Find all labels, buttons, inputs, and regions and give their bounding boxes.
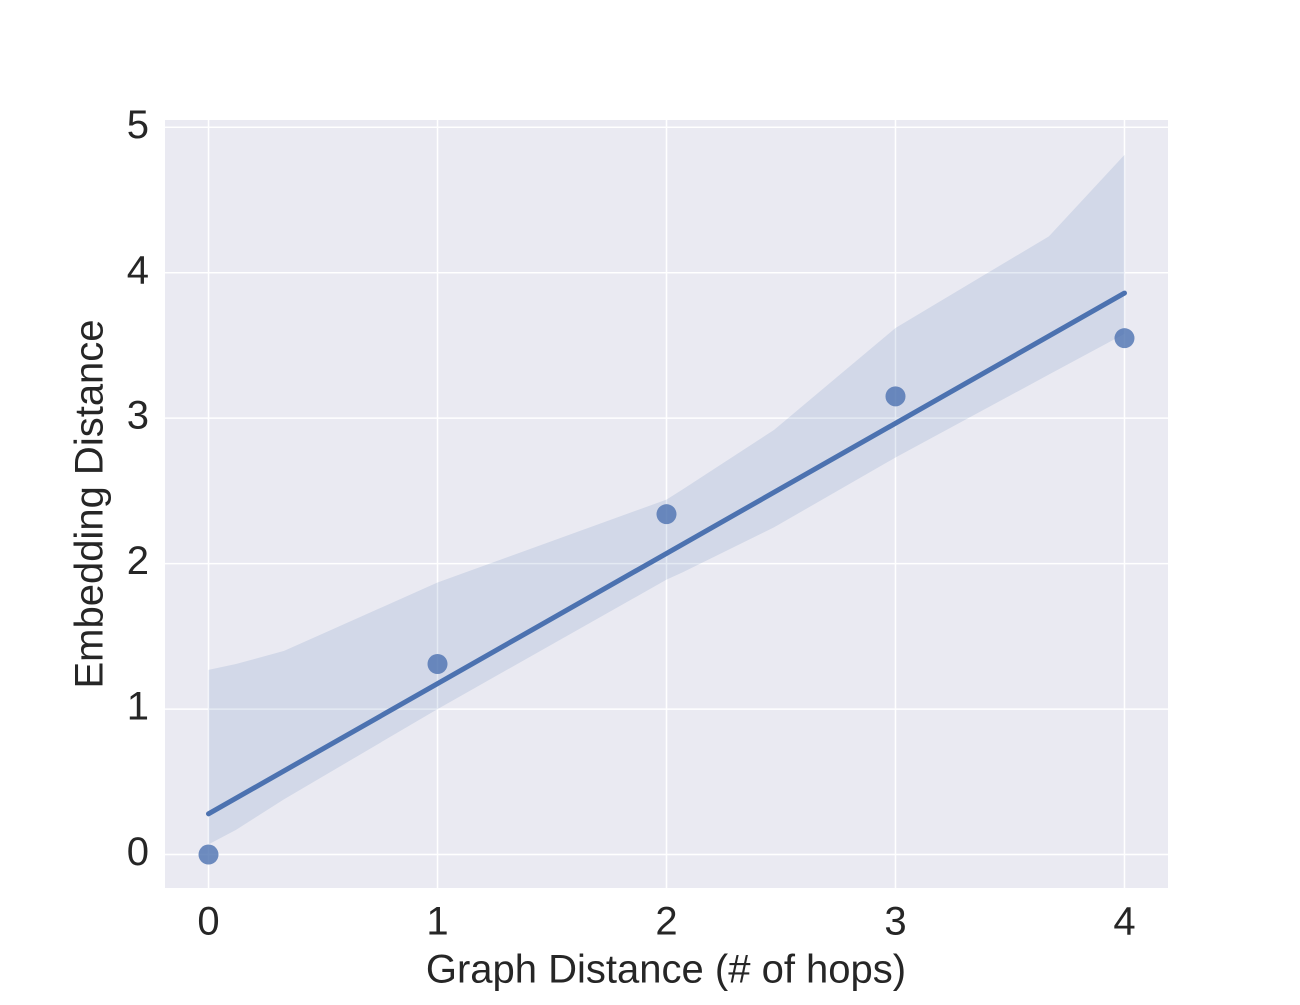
x-tick-label: 4 [1113,900,1135,944]
y-tick-label: 2 [127,539,149,583]
x-tick-label: 0 [197,900,219,944]
y-tick-label: 0 [127,830,149,874]
point [885,386,906,407]
y-tick-label: 4 [127,248,149,292]
x-tick-label: 1 [426,900,448,944]
y-tick-label: 1 [127,685,149,729]
y-tick-label: 3 [127,394,149,438]
x-axis-label: Graph Distance (# of hops) [426,948,906,992]
regression-line [206,290,1127,817]
point [427,654,448,674]
x-tick-label: 2 [655,900,677,944]
point [656,504,677,525]
point [198,844,219,865]
x-tick-label: 3 [884,900,906,944]
y-tick-label: 5 [127,103,149,147]
point [1114,328,1135,349]
y-axis-label: Embedding Distance [68,319,112,688]
